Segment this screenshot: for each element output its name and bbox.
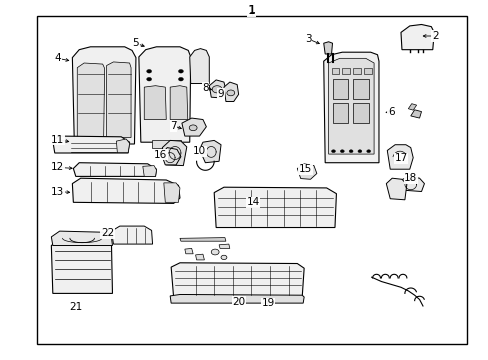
Polygon shape [332,79,347,99]
Polygon shape [106,62,131,138]
Text: 13: 13 [51,186,64,197]
Text: 2: 2 [431,31,438,41]
Text: 5: 5 [132,38,139,48]
Text: 21: 21 [69,302,82,312]
Text: 1: 1 [248,5,255,15]
Polygon shape [331,68,339,74]
Polygon shape [144,86,166,120]
Polygon shape [111,226,152,244]
Polygon shape [139,47,190,142]
Polygon shape [328,58,373,154]
Polygon shape [297,164,316,179]
Polygon shape [342,68,349,74]
Circle shape [178,69,183,73]
Text: 7: 7 [170,121,177,131]
Circle shape [212,86,222,93]
Polygon shape [171,263,304,297]
Text: 3: 3 [304,34,311,44]
Text: 11: 11 [51,135,64,145]
Text: 20: 20 [232,297,244,307]
Polygon shape [72,178,180,203]
Text: 10: 10 [193,146,205,156]
Text: 18: 18 [403,173,417,183]
Polygon shape [352,79,368,99]
Circle shape [331,150,335,153]
Polygon shape [162,140,186,166]
Polygon shape [151,140,181,148]
Polygon shape [399,176,424,192]
Text: 9: 9 [217,89,224,99]
Polygon shape [332,103,347,123]
Polygon shape [189,49,209,84]
Circle shape [211,249,219,255]
Polygon shape [72,47,136,144]
Polygon shape [323,52,378,163]
Polygon shape [163,183,180,202]
Polygon shape [161,148,181,165]
Polygon shape [81,142,100,151]
Polygon shape [219,244,229,248]
Text: 19: 19 [261,298,274,308]
Circle shape [366,150,370,153]
Text: 16: 16 [153,150,167,160]
Polygon shape [363,68,371,74]
Polygon shape [400,24,433,50]
Polygon shape [142,166,156,176]
Polygon shape [199,140,221,163]
Polygon shape [73,163,156,176]
Polygon shape [323,42,332,54]
Polygon shape [182,118,206,136]
Polygon shape [386,178,406,200]
Text: 4: 4 [54,53,61,63]
Bar [37,16,466,344]
Text: 8: 8 [202,83,208,93]
Text: 6: 6 [387,107,394,117]
Polygon shape [352,68,360,74]
Circle shape [226,90,234,96]
Polygon shape [184,248,193,254]
Polygon shape [352,103,368,123]
Circle shape [146,77,151,81]
Polygon shape [116,139,129,153]
Circle shape [146,69,151,73]
Text: 15: 15 [298,164,312,174]
Polygon shape [53,136,129,153]
Circle shape [178,77,183,81]
Polygon shape [386,145,412,169]
Circle shape [189,125,197,131]
Text: 12: 12 [51,162,64,172]
Circle shape [340,150,344,153]
Polygon shape [170,86,187,120]
Text: 1: 1 [247,4,255,17]
Text: 22: 22 [101,228,114,238]
Circle shape [357,150,361,153]
Text: 14: 14 [246,197,260,207]
Polygon shape [407,104,416,110]
Polygon shape [180,238,225,241]
Text: 17: 17 [393,153,407,163]
Polygon shape [410,110,421,118]
Polygon shape [214,187,336,228]
Polygon shape [51,239,112,293]
Polygon shape [209,80,225,98]
Polygon shape [195,254,204,260]
Polygon shape [224,82,238,102]
Circle shape [221,255,226,260]
Polygon shape [170,294,304,303]
Circle shape [348,150,352,153]
Polygon shape [51,231,112,246]
Polygon shape [77,63,104,138]
